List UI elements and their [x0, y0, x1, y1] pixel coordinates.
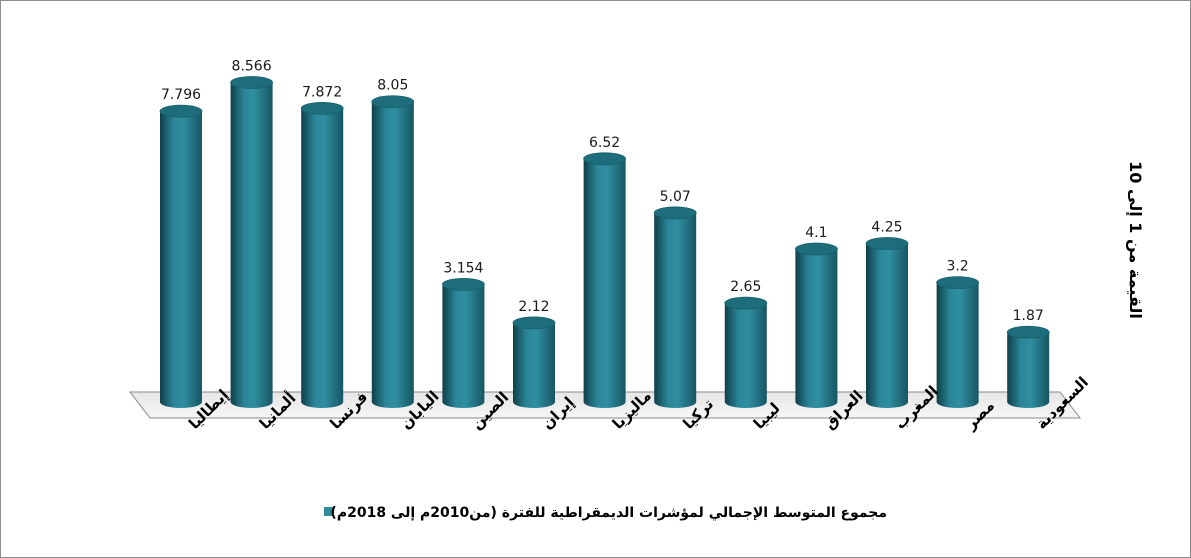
bar-body	[513, 322, 555, 408]
bar-body	[301, 108, 344, 408]
data-label: 7.796	[161, 87, 201, 103]
bar-top	[936, 276, 979, 290]
bar-body	[583, 158, 626, 408]
legend: مجموع المتوسط الإجمالي لمؤشرات الديمقراط…	[324, 505, 887, 521]
bar-body	[230, 82, 273, 409]
data-label: 2.12	[518, 299, 549, 315]
bar	[583, 152, 626, 408]
data-label: 2.65	[730, 279, 761, 295]
bar-body	[866, 243, 908, 408]
data-label: 6.52	[589, 135, 620, 151]
bar-body	[160, 111, 202, 408]
data-label: 1.87	[1013, 308, 1044, 324]
bar	[371, 95, 415, 409]
bar	[441, 277, 485, 408]
bar-body	[795, 249, 838, 408]
data-label: 3.2	[946, 259, 968, 275]
bar-top	[583, 152, 626, 166]
data-label: 3.154	[443, 260, 483, 276]
bar-top	[441, 277, 485, 291]
legend-label: مجموع المتوسط الإجمالي لمؤشرات الديمقراط…	[330, 505, 887, 521]
legend-swatch	[324, 507, 333, 516]
bar	[230, 76, 274, 409]
bar-top	[512, 316, 556, 330]
bar-top	[230, 76, 274, 89]
data-label: 5.07	[660, 189, 691, 205]
y-axis-label: القيمة من 1 إلى 10	[1126, 161, 1145, 319]
bar	[724, 296, 768, 408]
bar-body	[724, 303, 767, 408]
bar	[300, 101, 344, 408]
bar-body	[371, 101, 414, 409]
bar-top	[371, 95, 415, 109]
data-label: 8.566	[232, 58, 272, 74]
bar-top	[724, 296, 768, 310]
bar	[865, 237, 909, 408]
bar-top	[159, 104, 203, 118]
bar	[795, 242, 838, 408]
bar	[159, 104, 203, 408]
data-label: 8.05	[377, 78, 408, 94]
bar-body	[654, 212, 697, 408]
bar-body	[442, 284, 485, 408]
bar-top	[865, 237, 909, 250]
bar-top	[795, 242, 838, 256]
bar	[1006, 325, 1050, 408]
bar-top	[653, 206, 697, 220]
bar	[653, 206, 697, 408]
data-label: 4.1	[805, 225, 827, 241]
bar-top	[1006, 325, 1050, 339]
bar-top	[300, 101, 344, 115]
data-label: 4.25	[871, 219, 902, 235]
data-label: 7.872	[302, 84, 342, 100]
bar	[936, 276, 979, 408]
bar	[512, 316, 556, 408]
bar-body	[936, 282, 979, 408]
bar-body	[1007, 332, 1050, 408]
